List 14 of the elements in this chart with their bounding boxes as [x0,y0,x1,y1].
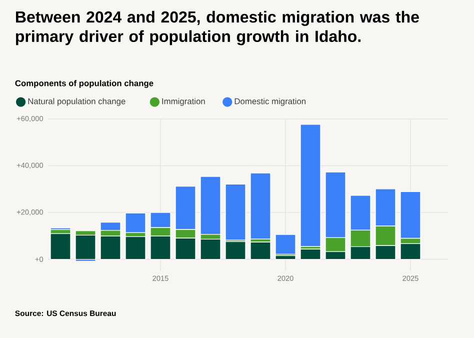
bar [125,236,146,260]
legend-label: Immigration [162,98,205,106]
bar [250,242,271,260]
legend-label: Natural population change [28,98,126,106]
legend-label: Domestic migration [234,98,306,106]
chart-subtitle: Components of population change [15,80,154,88]
bar [125,212,146,233]
bar [300,124,321,247]
bar [50,233,71,260]
bar [200,238,221,260]
bar [300,248,321,260]
bar [75,234,96,260]
chart-title: Between 2024 and 2025, domestic migration was the primary driver of population growth in Idaho. [16,10,419,46]
bar [250,172,271,240]
